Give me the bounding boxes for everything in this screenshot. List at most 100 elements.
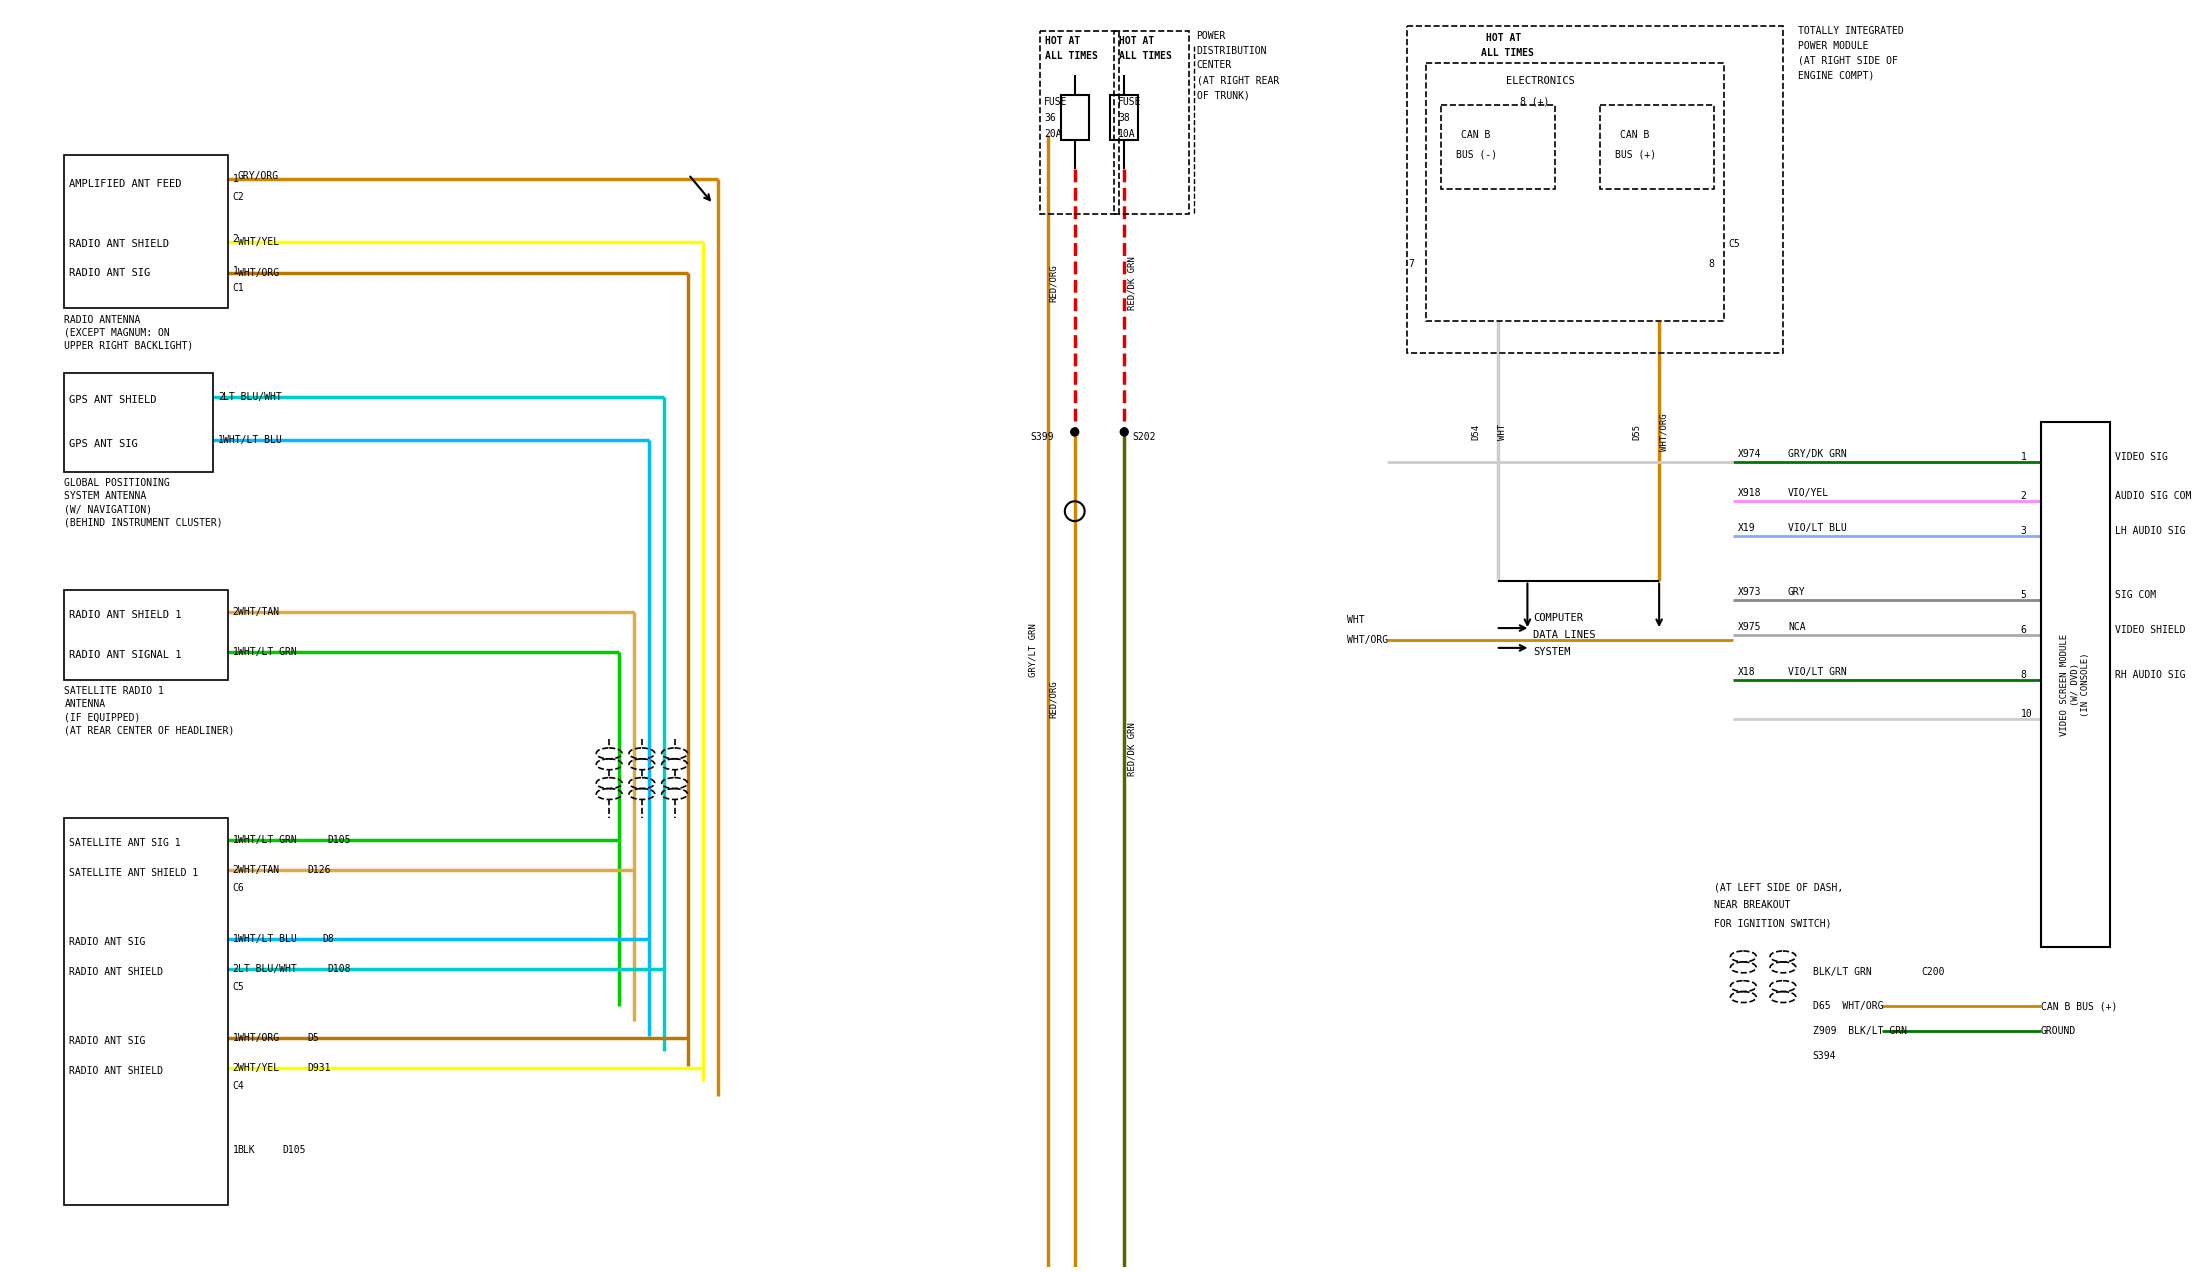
Text: 10: 10 (2020, 709, 2033, 719)
Text: OF TRUNK): OF TRUNK) (1197, 90, 1250, 101)
Text: RADIO ANT SHIELD: RADIO ANT SHIELD (70, 1066, 163, 1076)
Text: D108: D108 (328, 964, 350, 974)
Bar (1111, 95, 1137, 140)
Bar (64, 819, 229, 1204)
Text: BUS (-): BUS (-) (1456, 150, 1498, 159)
Text: COMPUTER: COMPUTER (1533, 614, 1584, 624)
Text: 1: 1 (233, 174, 238, 185)
Text: 1: 1 (233, 1146, 238, 1155)
Text: WHT/TAN: WHT/TAN (238, 864, 279, 875)
Text: SATELLITE ANT SHIELD 1: SATELLITE ANT SHIELD 1 (70, 868, 198, 878)
Text: GRY/LT GRN: GRY/LT GRN (1030, 622, 1038, 677)
Text: POWER: POWER (1197, 31, 1225, 41)
Text: GRY: GRY (1789, 587, 1806, 597)
Text: WHT/ORG: WHT/ORG (238, 1034, 279, 1043)
Text: FUSE: FUSE (1118, 97, 1142, 107)
Text: CAN B: CAN B (1619, 130, 1648, 140)
Text: CENTER: CENTER (1197, 60, 1232, 70)
Text: RED/ORG: RED/ORG (1049, 681, 1058, 718)
Text: VIO/YEL: VIO/YEL (1789, 489, 1828, 498)
Text: (IF EQUIPPED): (IF EQUIPPED) (64, 712, 141, 722)
Text: UPPER RIGHT BACKLIGHT): UPPER RIGHT BACKLIGHT) (64, 341, 194, 351)
Text: (EXCEPT MAGNUM: ON: (EXCEPT MAGNUM: ON (64, 328, 169, 337)
Circle shape (1120, 428, 1129, 435)
Text: WHT/TAN: WHT/TAN (238, 607, 279, 617)
Text: 2: 2 (233, 964, 238, 974)
Text: X918: X918 (1738, 489, 1762, 498)
Text: D126: D126 (308, 864, 330, 875)
Text: S394: S394 (1813, 1051, 1837, 1060)
Bar (64, 373, 213, 471)
Text: GPS ANT SIG: GPS ANT SIG (70, 439, 139, 449)
Text: WHT/ORG: WHT/ORG (1346, 635, 1388, 645)
Text: WHT/YEL: WHT/YEL (238, 237, 279, 247)
Bar (64, 154, 229, 308)
Bar (64, 591, 229, 680)
Text: RADIO ANT SIGNAL 1: RADIO ANT SIGNAL 1 (70, 649, 183, 659)
Text: CAN B: CAN B (1461, 130, 1489, 140)
Text: C200: C200 (1921, 966, 1945, 976)
Text: C4: C4 (233, 1081, 244, 1091)
Text: ALL TIMES: ALL TIMES (1045, 51, 1098, 61)
Text: 1: 1 (218, 435, 224, 444)
Text: CAN B BUS (+): CAN B BUS (+) (2042, 1002, 2116, 1012)
Text: SATELLITE RADIO 1: SATELLITE RADIO 1 (64, 686, 165, 696)
Text: D105: D105 (328, 835, 350, 845)
Text: ALL TIMES: ALL TIMES (1481, 47, 1533, 57)
Text: C2: C2 (233, 192, 244, 202)
Text: S202: S202 (1133, 432, 1155, 442)
Text: ENGINE COMPT): ENGINE COMPT) (1797, 70, 1874, 80)
Text: BLK: BLK (238, 1146, 255, 1155)
Text: (AT REAR CENTER OF HEADLINER): (AT REAR CENTER OF HEADLINER) (64, 726, 235, 735)
Text: (AT LEFT SIDE OF DASH,: (AT LEFT SIDE OF DASH, (1714, 882, 1844, 892)
Text: VIDEO SHIELD: VIDEO SHIELD (2114, 625, 2185, 635)
Text: 2: 2 (2020, 491, 2026, 502)
Text: (BEHIND INSTRUMENT CLUSTER): (BEHIND INSTRUMENT CLUSTER) (64, 517, 222, 527)
Text: SATELLITE ANT SIG 1: SATELLITE ANT SIG 1 (70, 838, 180, 848)
Text: ALL TIMES: ALL TIMES (1120, 51, 1173, 61)
Text: 1: 1 (233, 1034, 238, 1043)
Text: VIDEO SCREEN MODULE
(W/ DVD)
(IN CONSOLE): VIDEO SCREEN MODULE (W/ DVD) (IN CONSOLE… (2059, 634, 2090, 736)
Text: RED/DK GRN: RED/DK GRN (1129, 256, 1137, 311)
Text: 1: 1 (233, 934, 238, 945)
Text: WHT/LT BLU: WHT/LT BLU (222, 435, 282, 444)
Text: BLK/LT GRN: BLK/LT GRN (1813, 966, 1872, 976)
Text: D931: D931 (308, 1063, 330, 1073)
Text: C6: C6 (233, 882, 244, 892)
Text: LH AUDIO SIG: LH AUDIO SIG (2114, 526, 2185, 536)
Text: GRY/DK GRN: GRY/DK GRN (1789, 449, 1846, 458)
Text: NCA: NCA (1789, 622, 1806, 633)
Text: RADIO ANT SHIELD 1: RADIO ANT SHIELD 1 (70, 610, 183, 620)
Text: C5: C5 (233, 981, 244, 992)
Text: VIO/LT GRN: VIO/LT GRN (1789, 667, 1846, 677)
Text: 2: 2 (233, 1063, 238, 1073)
Text: 2: 2 (218, 392, 224, 402)
Text: D8: D8 (321, 934, 334, 945)
Text: 20A: 20A (1045, 129, 1063, 139)
Text: TOTALLY INTEGRATED: TOTALLY INTEGRATED (1797, 25, 1903, 36)
Text: VIDEO SIG: VIDEO SIG (2114, 452, 2167, 462)
Text: (W/ NAVIGATION): (W/ NAVIGATION) (64, 504, 152, 514)
Text: WHT/ORG: WHT/ORG (1659, 414, 1668, 451)
Text: C5: C5 (1729, 239, 1740, 248)
Text: Z909  BLK/LT GRN: Z909 BLK/LT GRN (1813, 1026, 1907, 1036)
Text: RED/DK GRN: RED/DK GRN (1129, 722, 1137, 775)
Text: RADIO ANT SHIELD: RADIO ANT SHIELD (70, 966, 163, 976)
Text: 8: 8 (2020, 670, 2026, 680)
Text: BUS (+): BUS (+) (1615, 150, 1657, 159)
Text: 6: 6 (2020, 625, 2026, 635)
Text: WHT/LT GRN: WHT/LT GRN (238, 835, 297, 845)
Text: X974: X974 (1738, 449, 1762, 458)
Text: X19: X19 (1738, 523, 1756, 533)
Text: ELECTRONICS: ELECTRONICS (1505, 76, 1575, 87)
Text: ANTENNA: ANTENNA (64, 699, 106, 709)
Text: RED/ORG: RED/ORG (1049, 265, 1058, 302)
Text: GRY/ORG: GRY/ORG (238, 172, 279, 181)
Text: 2: 2 (233, 864, 238, 875)
Text: GROUND: GROUND (2042, 1026, 2077, 1036)
Text: WHT: WHT (1346, 615, 1364, 625)
Bar (1060, 95, 1089, 140)
Text: WHT/ORG: WHT/ORG (238, 269, 279, 279)
Text: 2: 2 (233, 234, 238, 244)
Text: HOT AT: HOT AT (1120, 36, 1155, 46)
